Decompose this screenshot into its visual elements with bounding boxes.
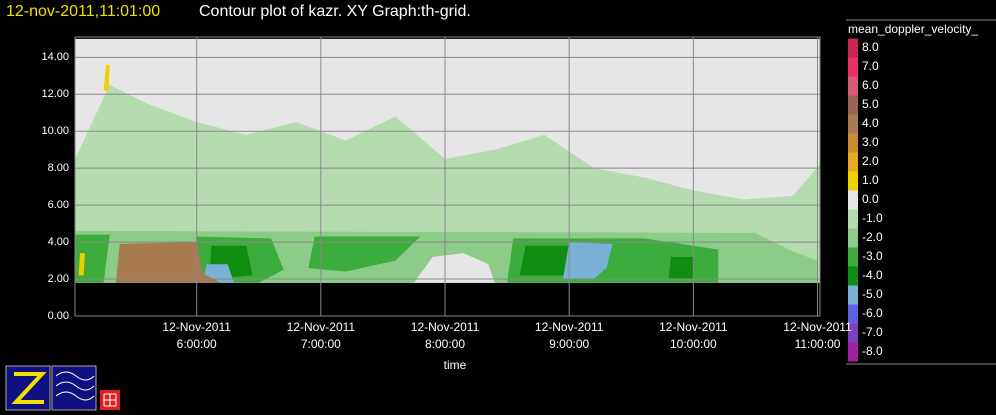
colorbar-label: 0.0 <box>862 192 879 206</box>
y-tick-label: 2.00 <box>48 273 69 285</box>
colorbar-swatch <box>848 285 858 305</box>
colorbar-label: -8.0 <box>862 344 883 358</box>
contour-region <box>78 253 85 276</box>
x-tick-label: 12-Nov-2011 6:00:00 <box>162 320 231 351</box>
colorbar-label: -4.0 <box>862 268 883 282</box>
colorbar-swatch <box>848 323 858 343</box>
x-tick-label: 12-Nov-2011 8:00:00 <box>410 320 480 351</box>
colorbar-swatch <box>848 152 858 172</box>
colorbar-label: -5.0 <box>862 287 883 301</box>
x-axis-label: time <box>444 358 467 372</box>
title-time: 12-nov-2011,11:01:00 <box>6 3 160 20</box>
contour-region <box>115 242 222 283</box>
colorbar-label: mean_doppler_velocity_ <box>848 22 978 36</box>
x-tick-label: 12-Nov-2011 11:00:00 <box>783 320 852 351</box>
colorbar-swatch <box>848 342 858 362</box>
y-tick-label: 8.00 <box>48 162 69 174</box>
y-tick-label: 4.00 <box>48 236 69 248</box>
colorbar-swatch <box>848 76 858 96</box>
colorbar-swatch <box>848 95 858 115</box>
contour-region <box>668 256 694 280</box>
contour-region <box>562 242 613 280</box>
colorbar-label: -1.0 <box>862 211 883 225</box>
x-tick-label: 12-Nov-2011 7:00:00 <box>286 320 356 351</box>
colorbar-swatch <box>848 114 858 134</box>
colorbar-swatch <box>848 57 858 77</box>
colorbar-swatch <box>848 171 858 191</box>
colorbar-label: 3.0 <box>862 135 879 149</box>
colorbar-label: -6.0 <box>862 306 883 320</box>
colorbar-label: 5.0 <box>862 97 879 111</box>
y-tick-label: 12.00 <box>41 88 69 100</box>
logo <box>5 365 120 411</box>
contour-region <box>103 64 110 91</box>
y-tick-label: 10.00 <box>41 125 69 137</box>
contour-region <box>413 253 495 283</box>
colorbar-swatch <box>848 247 858 267</box>
colorbar-swatch <box>848 228 858 248</box>
colorbar-label: 6.0 <box>862 78 879 92</box>
colorbar-label: -7.0 <box>862 325 883 339</box>
colorbar-swatch <box>848 209 858 229</box>
colorbar-label: 7.0 <box>862 59 879 73</box>
y-tick-label: 0.00 <box>48 310 69 322</box>
colorbar-label: 2.0 <box>862 154 879 168</box>
colorbar-label: 4.0 <box>862 116 879 130</box>
x-tick-label: 12-Nov-2011 9:00:00 <box>534 320 604 351</box>
contour-region <box>308 236 421 272</box>
y-tick-label: 6.00 <box>48 199 69 211</box>
chart-title: Contour plot of kazr. XY Graph:th-grid. <box>199 3 471 20</box>
colorbar-swatch <box>848 190 858 210</box>
y-tick-label: 14.00 <box>41 51 69 63</box>
colorbar-swatch <box>848 38 858 58</box>
colorbar-swatch <box>848 266 858 286</box>
colorbar-label: 8.0 <box>862 40 879 54</box>
colorbar-swatch <box>848 133 858 153</box>
colorbar-label: -2.0 <box>862 230 883 244</box>
colorbar-label: -3.0 <box>862 249 883 263</box>
colorbar-label: 1.0 <box>862 173 879 187</box>
x-tick-label: 12-Nov-2011 10:00:00 <box>659 320 728 351</box>
colorbar-swatch <box>848 304 858 324</box>
